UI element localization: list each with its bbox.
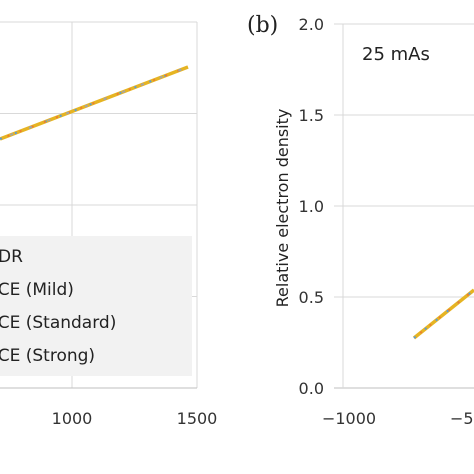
panel-b-x-tick-minus500: −50 xyxy=(450,409,474,428)
panel-a-x-ticks: 1000 1500 xyxy=(52,409,218,428)
legend-entry-idr: IDR xyxy=(0,247,23,267)
panel-a-legend: IDR iCE (Mild) iCE (Standard) iCE (Stron… xyxy=(0,236,192,376)
panel-b-y-tick-1.5: 1.5 xyxy=(299,106,324,125)
series-mild-line xyxy=(0,66,189,140)
panel-b-label: (b) xyxy=(247,13,278,38)
panel-a-x-tick-1000: 1000 xyxy=(52,409,93,428)
panel-b-y-tick-0.0: 0.0 xyxy=(299,379,324,398)
panel-a-x-tick-1500: 1500 xyxy=(177,409,218,428)
panel-b-annotation: 25 mAs xyxy=(362,44,430,65)
panel-b-y-tick-2.0: 2.0 xyxy=(299,15,324,34)
panel-b-grid xyxy=(334,23,474,389)
legend-entry-standard: iCE (Standard) xyxy=(0,313,116,333)
panel-b-ylabel: Relative electron density xyxy=(273,109,292,308)
legend-entry-mild: iCE (Mild) xyxy=(0,280,74,300)
panel-b-x-ticks: −1000 −50 xyxy=(322,409,474,428)
panel-b-series xyxy=(412,288,474,340)
series-standard-line xyxy=(0,66,189,140)
legend-entry-strong: iCE (Strong) xyxy=(0,346,95,366)
panel-b-strong-line xyxy=(412,288,474,340)
panel-a-series xyxy=(0,65,189,141)
panel-b-y-tick-1.0: 1.0 xyxy=(299,197,324,216)
panel-b-x-tick-minus1000: −1000 xyxy=(322,409,376,428)
legend-box xyxy=(0,236,192,376)
panel-b-y-tick-0.5: 0.5 xyxy=(299,288,324,307)
panel-b-y-ticks: 0.0 0.5 1.0 1.5 2.0 xyxy=(299,15,324,398)
